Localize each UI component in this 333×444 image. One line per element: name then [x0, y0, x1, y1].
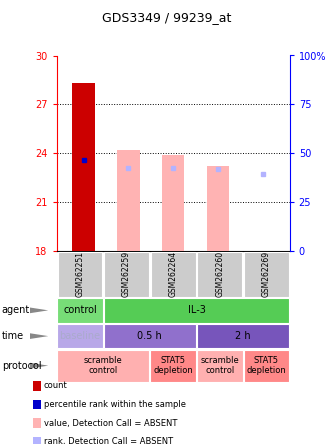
Bar — [197, 350, 243, 382]
Bar — [117, 150, 140, 251]
Text: STAT5
depletion: STAT5 depletion — [153, 356, 193, 375]
Bar — [150, 350, 196, 382]
Text: percentile rank within the sample: percentile rank within the sample — [44, 400, 186, 409]
Bar — [162, 155, 184, 251]
Text: 0.5 h: 0.5 h — [138, 331, 162, 341]
Text: value, Detection Call = ABSENT: value, Detection Call = ABSENT — [44, 419, 177, 428]
Text: scramble
control: scramble control — [84, 356, 123, 375]
Bar — [207, 166, 229, 251]
Bar — [197, 252, 242, 297]
Text: GSM262260: GSM262260 — [215, 251, 224, 297]
Bar — [244, 252, 289, 297]
Polygon shape — [30, 333, 48, 339]
Text: GSM262264: GSM262264 — [168, 251, 178, 297]
Text: IL-3: IL-3 — [187, 305, 205, 315]
Text: control: control — [63, 305, 97, 315]
Text: GSM262251: GSM262251 — [75, 251, 85, 297]
Text: 2 h: 2 h — [235, 331, 251, 341]
Text: agent: agent — [2, 305, 30, 315]
Bar — [57, 324, 103, 349]
Polygon shape — [30, 308, 48, 313]
Text: scramble
control: scramble control — [200, 356, 239, 375]
Text: GDS3349 / 99239_at: GDS3349 / 99239_at — [102, 11, 231, 24]
Bar — [104, 252, 149, 297]
Bar — [151, 252, 195, 297]
Text: rank, Detection Call = ABSENT: rank, Detection Call = ABSENT — [44, 437, 173, 444]
Bar — [197, 324, 289, 349]
Text: baseline: baseline — [59, 331, 101, 341]
Bar — [104, 298, 289, 323]
Text: GSM262259: GSM262259 — [122, 251, 131, 297]
Text: time: time — [2, 331, 24, 341]
Bar — [104, 324, 196, 349]
Polygon shape — [30, 363, 48, 369]
Text: STAT5
depletion: STAT5 depletion — [246, 356, 286, 375]
Bar — [57, 350, 150, 382]
Text: GSM262269: GSM262269 — [262, 251, 271, 297]
Text: protocol: protocol — [2, 361, 41, 371]
Bar — [57, 298, 103, 323]
Text: count: count — [44, 381, 68, 390]
Bar — [58, 252, 102, 297]
Bar — [72, 83, 95, 251]
Bar — [243, 350, 289, 382]
